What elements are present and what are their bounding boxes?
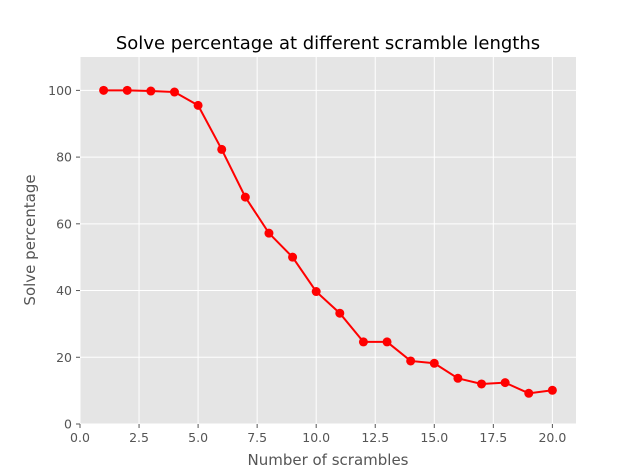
data-point xyxy=(99,85,109,95)
data-point xyxy=(240,192,250,202)
data-point xyxy=(193,100,203,110)
data-point xyxy=(335,308,345,318)
y-tick-label: 80 xyxy=(56,150,72,165)
x-tick-label: 5.0 xyxy=(188,430,208,445)
data-point xyxy=(264,228,274,238)
data-point xyxy=(382,337,392,347)
x-tick-label: 15.0 xyxy=(420,430,448,445)
chart-title: Solve percentage at different scramble l… xyxy=(116,33,540,54)
y-tick-label: 60 xyxy=(56,216,72,231)
data-point xyxy=(146,86,156,96)
data-point xyxy=(122,85,132,95)
data-point xyxy=(547,385,557,395)
data-point xyxy=(500,378,510,388)
data-point xyxy=(311,287,321,297)
data-point xyxy=(169,87,179,97)
x-tick-label: 12.5 xyxy=(361,430,389,445)
x-tick-label: 0.0 xyxy=(70,430,90,445)
y-axis-label: Solve percentage xyxy=(21,174,39,305)
data-point xyxy=(288,252,298,262)
x-tick-label: 2.5 xyxy=(129,430,149,445)
grid xyxy=(79,57,576,425)
data-point xyxy=(453,373,463,383)
data-point xyxy=(358,337,368,347)
y-tick-label: 0 xyxy=(64,417,72,432)
data-point xyxy=(477,379,487,389)
data-point xyxy=(524,388,534,398)
y-tick-label: 100 xyxy=(48,83,72,98)
series-layer xyxy=(99,85,557,398)
x-tick-label: 17.5 xyxy=(479,430,507,445)
y-tick-label: 20 xyxy=(56,350,72,365)
data-point xyxy=(217,144,227,154)
data-point xyxy=(429,358,439,368)
x-tick-label: 20.0 xyxy=(538,430,566,445)
data-point xyxy=(406,356,416,366)
x-axis-label: Number of scrambles xyxy=(247,451,408,469)
axis-ticks: 0.0 2.5 5.0 7.5 10.0 12.5 15.0 17.5 20.0 0 20 40 60 8… xyxy=(48,83,566,445)
y-tick-label: 40 xyxy=(56,283,72,298)
x-tick-label: 10.0 xyxy=(302,430,330,445)
plot-area xyxy=(80,57,576,424)
x-tick-label: 7.5 xyxy=(247,430,267,445)
